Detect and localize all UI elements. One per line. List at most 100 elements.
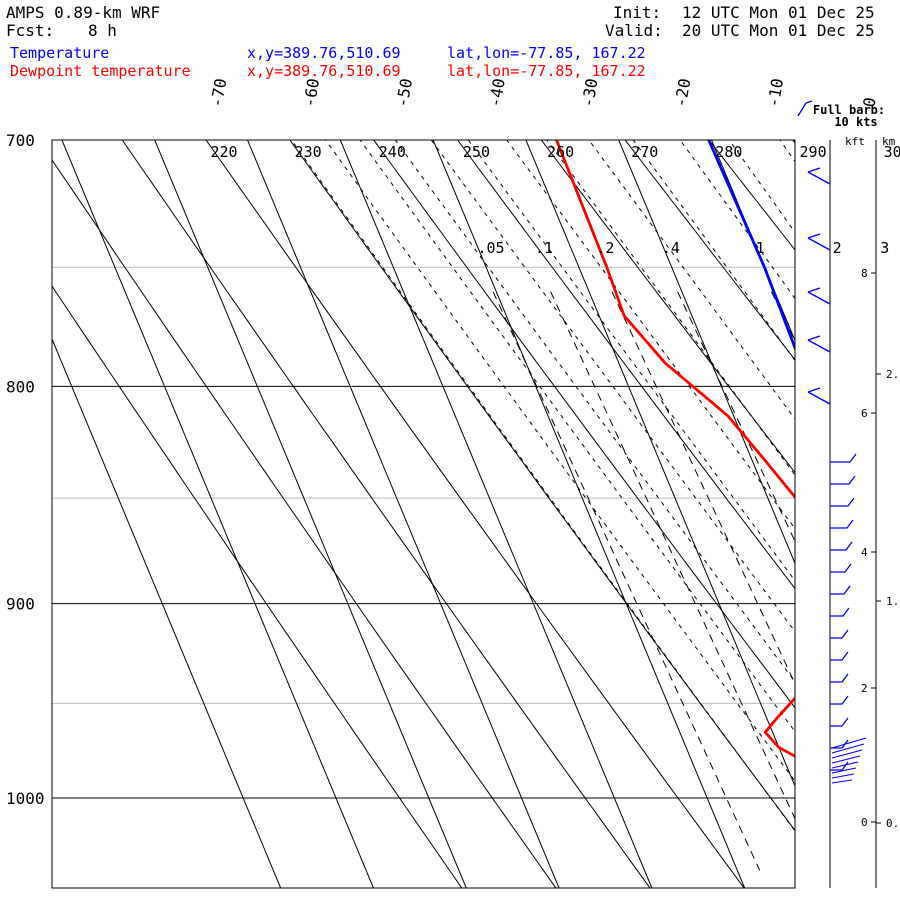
dry-adiabat-line (792, 140, 795, 144)
wind-barb (807, 167, 831, 185)
mixing-ratio-label: .05 (477, 239, 504, 257)
pressure-label-800: 800 (6, 377, 35, 396)
isotherm-line (247, 140, 560, 888)
wind-barb (807, 233, 831, 251)
mixing-ratio-label: 1 (756, 239, 765, 257)
moist-adiabat-line (679, 140, 795, 300)
sounding-traces (555, 140, 795, 758)
dry-adiabat-line (373, 140, 795, 709)
wind-barb-column: Full barb:10 kts (797, 100, 885, 888)
height-axis: kft km 8 6 4 2 0 2. 1. 0. (845, 135, 899, 888)
legend-dewpoint-name: Dewpoint temperature (10, 62, 191, 80)
moist-adiabat-line (359, 140, 795, 733)
kft-tick-label: 0 (861, 816, 868, 829)
moist-adiabat-line (866, 114, 900, 889)
height-km-label: km (882, 135, 896, 148)
moist-adiabat-lines (290, 114, 900, 889)
dry-adiabat-line (456, 140, 795, 590)
model-title: AMPS 0.89-km WRF (6, 3, 161, 22)
kft-tick-label: 6 (861, 407, 868, 420)
wind-barb (830, 453, 857, 463)
dry-adiabat-label: 290 (800, 143, 827, 161)
mixing-ratio-label: 3 (880, 239, 889, 257)
wind-barb (830, 519, 854, 529)
wind-barb (831, 767, 857, 774)
wind-barb (830, 585, 851, 595)
wind-legend-line1: Full barb: (813, 103, 885, 117)
plot-frame (51, 139, 796, 889)
wind-barb (830, 695, 849, 705)
wind-barb (830, 497, 855, 507)
dry-adiabat-label: 250 (463, 143, 490, 161)
wind-barb (830, 475, 856, 485)
pressure-label-900: 900 (6, 595, 35, 614)
isotherm-label: -10 (764, 77, 788, 109)
mixing-ratio-label: 2 (833, 239, 842, 257)
moist-adiabat-line (290, 140, 795, 832)
isotherm-line (432, 140, 746, 888)
wind-barb (807, 287, 831, 305)
moist-adiabat-line (632, 140, 795, 362)
dry-adiabat-label: 280 (715, 143, 742, 161)
wind-barb (807, 335, 831, 353)
pressure-label-1000: 1000 (6, 789, 45, 808)
isotherm-line (339, 140, 653, 888)
wind-barb (830, 739, 849, 749)
dry-adiabat-line (834, 87, 900, 900)
legend-temperature-xy: x,y=389.76,510.69 (247, 44, 401, 62)
dry-adiabat-label: 270 (631, 143, 658, 161)
isotherm-label: -20 (671, 77, 695, 109)
dry-adiabat-line (708, 140, 795, 251)
dry-adiabat-label: 260 (547, 143, 574, 161)
dry-adiabat-label: 300 (884, 143, 900, 161)
legend-temperature-name: Temperature (10, 44, 110, 62)
kft-tick-label: 4 (861, 546, 868, 559)
kft-tick-label: 2 (861, 682, 868, 695)
wind-legend-barb (797, 100, 813, 117)
dewpoint-trace (555, 140, 795, 758)
moist-adiabat-line (430, 140, 795, 633)
isotherm-lines (52, 140, 795, 888)
wind-barb (830, 541, 853, 551)
dry-adiabat-line (624, 140, 795, 361)
moist-adiabat-line (467, 140, 795, 582)
wind-barb (830, 607, 850, 617)
isotherm-label: -30 (578, 77, 602, 109)
moist-adiabat-line (728, 140, 795, 234)
isotherm-line (618, 140, 795, 565)
dry-adiabat-line (205, 140, 745, 888)
dry-adiabat-lines (52, 87, 900, 900)
isotherm-label: -50 (392, 77, 416, 109)
isotherm-line (61, 140, 374, 888)
dry-adiabat-line (289, 140, 795, 832)
wind-barb (831, 743, 865, 754)
mixing-ratio-line (770, 291, 795, 343)
dry-adiabat-line (121, 140, 651, 888)
fcst-label: Fcst: (6, 21, 55, 40)
valid-label: Valid: (605, 21, 663, 40)
wind-barb (830, 673, 849, 683)
mixing-ratio-lines (492, 291, 795, 871)
legend-dewpoint-xy: x,y=389.76,510.69 (247, 62, 401, 80)
isotherm-label: 0 (859, 96, 879, 109)
isotherm-line (154, 140, 467, 888)
init-value: 12 UTC Mon 01 Dec 25 (682, 3, 875, 22)
dry-adiabat-line (52, 285, 463, 888)
pressure-label-700: 700 (6, 131, 35, 150)
dry-adiabat-label: 240 (379, 143, 406, 161)
isotherm-line (525, 140, 795, 788)
moist-adiabat-line (588, 140, 795, 420)
valid-value: 20 UTC Mon 01 Dec 25 (682, 21, 875, 40)
wind-barb (831, 779, 853, 784)
km-tick-label: 2. (886, 368, 899, 381)
wind-barb (830, 629, 849, 639)
wind-barb (831, 761, 859, 769)
wind-legend-line2: 10 kts (834, 115, 877, 129)
legend-dewpoint-latlon: lat,lon=-77.85, 167.22 (447, 62, 646, 80)
moist-adiabat-line (324, 140, 795, 783)
km-tick-label: 0. (886, 817, 899, 830)
dry-adiabat-label: 220 (210, 143, 237, 161)
wind-barb (831, 737, 867, 749)
wind-barb (830, 717, 849, 727)
